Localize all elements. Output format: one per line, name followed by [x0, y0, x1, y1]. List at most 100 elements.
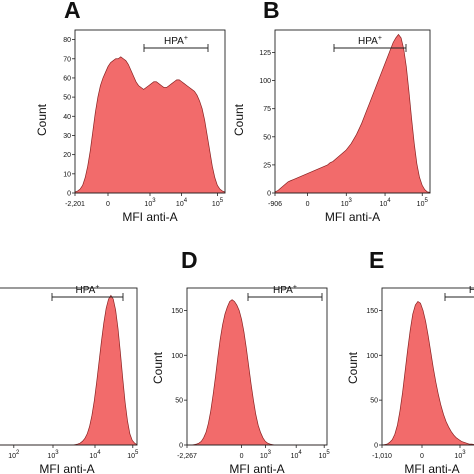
y-tick-label: 0	[374, 443, 378, 450]
y-tick-label: 100	[259, 78, 271, 85]
y-tick-label: 50	[175, 398, 183, 405]
tick-exponent: 2	[16, 450, 20, 456]
tick-base: 10	[379, 201, 387, 208]
y-tick-label: 10	[63, 171, 71, 178]
x-tick-label: 104	[291, 450, 303, 460]
x-tick-label: -906	[268, 201, 282, 208]
y-tick-label: 20	[63, 152, 71, 159]
y-tick-label: 75	[263, 106, 271, 113]
tick-exponent: 5	[326, 450, 330, 456]
tick-exponent: 4	[184, 198, 188, 204]
tick-base: 10	[341, 201, 349, 208]
tick-exponent: 3	[462, 450, 466, 456]
gate-label-sup: +	[184, 35, 188, 42]
x-axis-label: MFI anti-A	[122, 210, 177, 224]
panel-label: E	[369, 247, 384, 273]
tick-base: 10	[89, 453, 97, 460]
x-tick-label: 103	[341, 198, 353, 208]
histogram-c	[0, 294, 138, 446]
histogram-b	[274, 33, 431, 194]
y-tick-label: 150	[171, 308, 183, 315]
gate-label-text: HPA	[164, 36, 184, 47]
y-tick-label: 100	[366, 353, 378, 360]
x-tick-label: 103	[47, 450, 59, 460]
x-tick-label: 105	[417, 198, 429, 208]
y-tick-label: 0	[267, 191, 271, 198]
tick-exponent: 3	[349, 198, 353, 204]
tick-base: 10	[260, 453, 268, 460]
y-tick-label: 125	[259, 50, 271, 57]
x-tick-label: 104	[89, 450, 101, 460]
gate-label-text: HPA	[358, 36, 378, 47]
x-axis-label: MFI anti-A	[404, 462, 459, 474]
x-tick-label: 102	[8, 450, 20, 460]
x-axis-label: MFI anti-A	[229, 462, 284, 474]
panel-label: B	[263, 0, 280, 23]
x-tick-label: 0	[420, 453, 424, 460]
gate-label-text: HPA	[76, 285, 96, 296]
y-tick-label: 40	[63, 114, 71, 121]
y-tick-label: 50	[370, 398, 378, 405]
gate-label: H	[469, 285, 474, 296]
plot-frame	[186, 287, 328, 446]
tick-base: 10	[127, 453, 135, 460]
tick-exponent: 3	[152, 198, 156, 204]
tick-base: 10	[176, 201, 184, 208]
histogram-d	[187, 299, 327, 446]
gate-label-sup: +	[293, 284, 297, 291]
tick-base: 10	[417, 201, 425, 208]
x-tick-label: 0	[240, 453, 244, 460]
tick-exponent: 5	[220, 198, 224, 204]
histogram-a	[74, 56, 226, 194]
tick-exponent: 3	[55, 450, 59, 456]
tick-exponent: 4	[387, 198, 391, 204]
panel-e: E Count 0 50 100 150 -1,010 0 103 MFI anti-A H	[346, 247, 474, 474]
tick-base: 10	[47, 453, 55, 460]
y-tick-label: 80	[63, 37, 71, 44]
x-tick-label: 105	[127, 450, 139, 460]
tick-base: 10	[291, 453, 299, 460]
x-tick-label: 103	[454, 450, 466, 460]
y-axis-label: Count	[151, 351, 165, 384]
y-tick-label: 100	[171, 353, 183, 360]
y-axis-label: Count	[35, 103, 49, 136]
x-tick-label: 103	[144, 198, 156, 208]
y-tick-label: 70	[63, 56, 71, 63]
x-tick-label: 0	[106, 201, 110, 208]
y-tick-label: 25	[263, 162, 271, 169]
y-tick-label: 50	[63, 95, 71, 102]
x-tick-label: 104	[379, 198, 391, 208]
tick-exponent: 4	[298, 450, 302, 456]
x-axis-label: MFI anti-A	[39, 462, 94, 474]
gate-label: HPA+	[358, 35, 382, 47]
y-tick-label: 150	[366, 308, 378, 315]
y-tick-label: 60	[63, 75, 71, 82]
x-tick-label: 105	[212, 198, 224, 208]
x-tick-label: 104	[176, 198, 188, 208]
gate-label-text: H	[469, 285, 474, 296]
gate-label: HPA+	[273, 284, 297, 296]
y-axis-label: Count	[346, 351, 360, 384]
y-tick-label: 0	[179, 443, 183, 450]
plot-frame	[274, 29, 431, 194]
tick-exponent: 3	[268, 450, 272, 456]
x-tick-label: 105	[319, 450, 331, 460]
tick-exponent: 4	[97, 450, 101, 456]
gate-label: HPA+	[76, 284, 100, 296]
gate-label-text: HPA	[273, 285, 293, 296]
plot-frame	[0, 287, 138, 446]
tick-base: 10	[212, 201, 220, 208]
x-tick-label: 0	[306, 201, 310, 208]
tick-base: 10	[319, 453, 327, 460]
panel-label: A	[64, 0, 81, 23]
plot-frame	[381, 287, 474, 446]
histogram-e	[381, 300, 474, 446]
gate-label-sup: +	[378, 35, 382, 42]
tick-exponent: 5	[424, 198, 428, 204]
y-tick-label: 30	[63, 133, 71, 140]
x-tick-label: -1,010	[372, 453, 392, 460]
panel-label: D	[181, 247, 198, 273]
